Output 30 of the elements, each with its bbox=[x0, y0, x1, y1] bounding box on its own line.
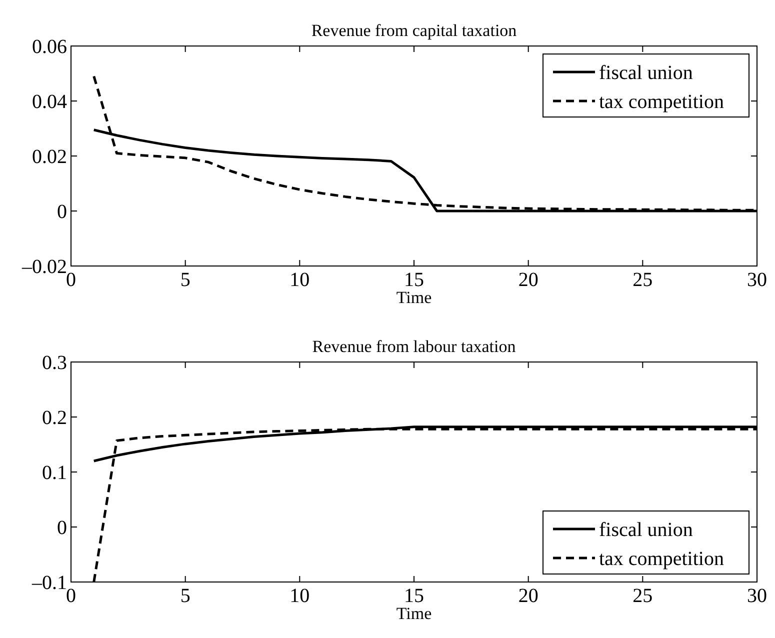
y-tick-label: 0 bbox=[57, 517, 67, 539]
chart-title: Revenue from capital taxation bbox=[311, 21, 518, 40]
x-axis-title: Time bbox=[396, 288, 432, 307]
legend-label: fiscal union bbox=[599, 62, 693, 84]
x-tick-label: 5 bbox=[180, 269, 190, 291]
y-tick-label: –0.02 bbox=[21, 256, 67, 278]
x-tick-label: 30 bbox=[747, 269, 767, 291]
y-tick-label: 0.1 bbox=[42, 462, 67, 484]
x-tick-label: 15 bbox=[404, 269, 424, 291]
y-tick-label: 0.06 bbox=[32, 36, 67, 58]
legend-label: tax competition bbox=[599, 91, 724, 113]
legend-label: fiscal union bbox=[599, 519, 693, 541]
legend-label: tax competition bbox=[599, 548, 724, 570]
x-axis-title: Time bbox=[396, 604, 432, 623]
x-tick-label: 30 bbox=[747, 585, 767, 607]
x-tick-label: 20 bbox=[518, 269, 538, 291]
x-tick-label: 25 bbox=[632, 269, 653, 291]
x-tick-label: 10 bbox=[290, 269, 310, 291]
chart-title: Revenue from labour taxation bbox=[312, 337, 516, 356]
y-tick-label: 0 bbox=[57, 201, 67, 223]
x-tick-label: 20 bbox=[518, 585, 538, 607]
y-tick-label: 0.02 bbox=[32, 146, 67, 168]
x-tick-label: 5 bbox=[180, 585, 190, 607]
y-tick-label: 0.04 bbox=[32, 91, 67, 113]
y-tick-label: –0.1 bbox=[31, 572, 67, 594]
x-tick-label: 25 bbox=[632, 585, 653, 607]
y-tick-label: 0.2 bbox=[42, 407, 67, 429]
y-tick-label: 0.3 bbox=[42, 352, 67, 374]
x-tick-label: 10 bbox=[290, 585, 310, 607]
x-tick-label: 15 bbox=[404, 585, 424, 607]
